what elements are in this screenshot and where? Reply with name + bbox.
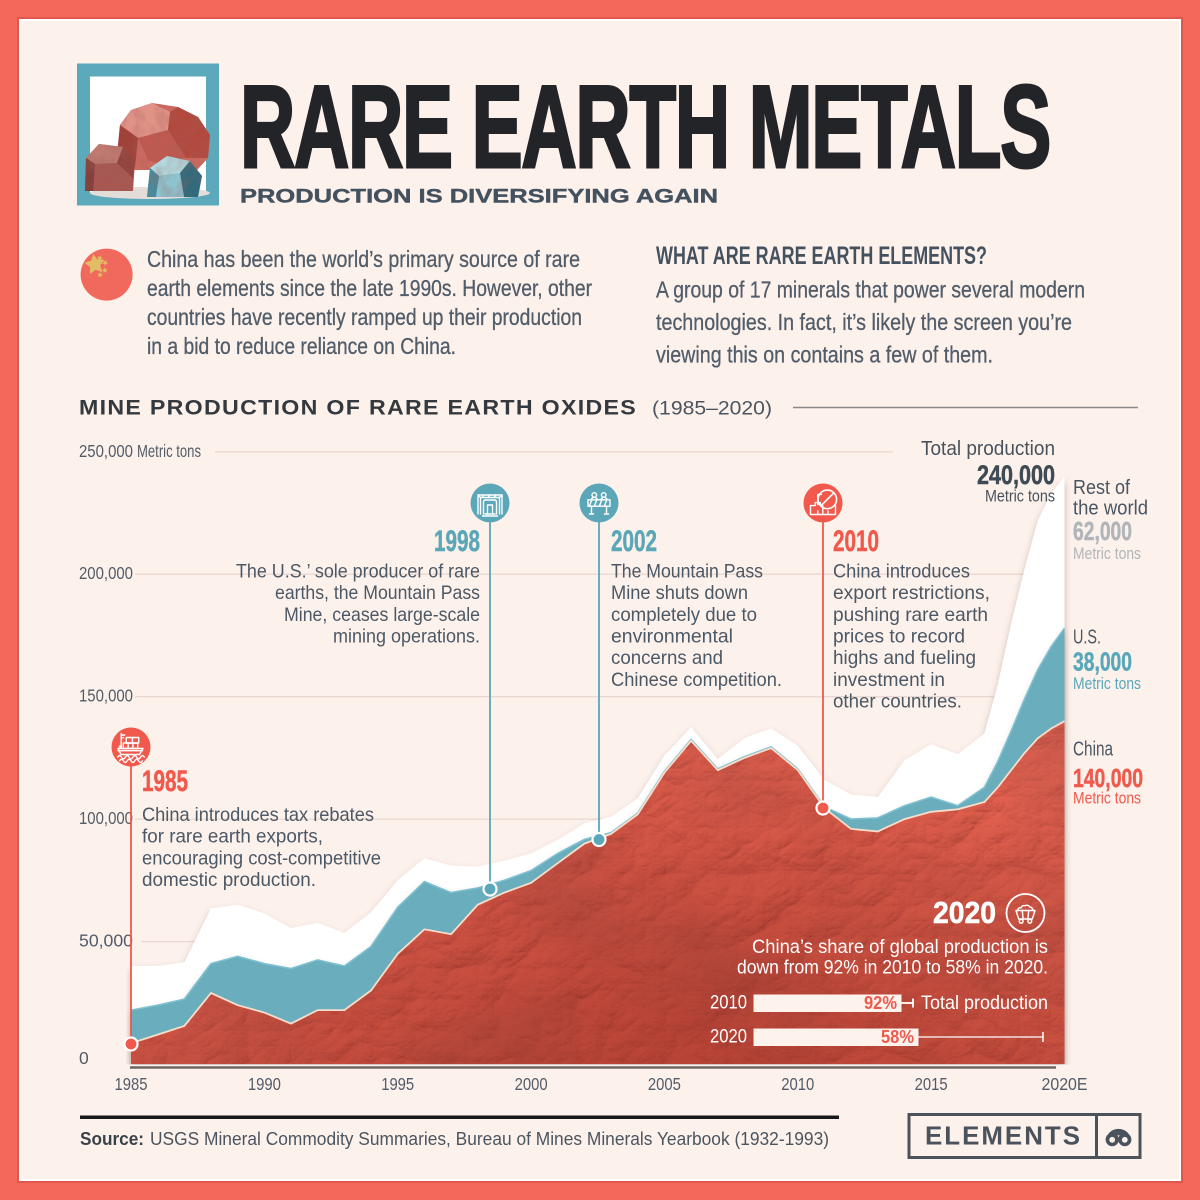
svg-text:down from 92% in 2010 to 58% i: down from 92% in 2010 to 58% in 2020. [737, 957, 1048, 979]
svg-text:Source:: Source: [80, 1129, 144, 1149]
svg-text:2020: 2020 [933, 895, 996, 930]
svg-text:Metric tons: Metric tons [1073, 675, 1141, 693]
svg-text:in a bid to reduce reliance on: in a bid to reduce reliance on China. [147, 333, 456, 359]
svg-text:2010: 2010 [781, 1074, 814, 1094]
svg-text:38,000: 38,000 [1073, 647, 1132, 677]
svg-text:viewing this on contains a few: viewing this on contains a few of them. [656, 342, 993, 368]
svg-text:earths, the Mountain Pass: earths, the Mountain Pass [275, 583, 480, 604]
svg-text:domestic production.: domestic production. [142, 870, 316, 891]
svg-text:1995: 1995 [381, 1074, 414, 1094]
svg-text:highs and fueling: highs and fueling [833, 648, 976, 669]
svg-text:The U.S.’ sole producer of rar: The U.S.’ sole producer of rare [236, 561, 480, 582]
svg-text:MINE PRODUCTION OF RARE EARTH: MINE PRODUCTION OF RARE EARTH OXIDES [79, 396, 637, 420]
svg-text:for rare earth exports,: for rare earth exports, [142, 827, 323, 848]
svg-text:150,000: 150,000 [79, 686, 133, 706]
svg-text:China introduces tax rebates: China introduces tax rebates [142, 805, 374, 826]
svg-text:Metric tons: Metric tons [1073, 545, 1141, 563]
svg-text:concerns and: concerns and [611, 648, 723, 669]
svg-text:other countries.: other countries. [833, 692, 962, 713]
svg-text:62,000: 62,000 [1073, 516, 1132, 546]
svg-text:140,000: 140,000 [1073, 763, 1143, 793]
svg-text:earth elements since the late: earth elements since the late 1990s. How… [147, 275, 592, 301]
svg-text:Rest of: Rest of [1073, 477, 1130, 499]
svg-text:prices to record: prices to record [833, 627, 965, 648]
svg-text:50,000: 50,000 [79, 931, 133, 951]
svg-text:2005: 2005 [648, 1074, 681, 1094]
svg-text:Metric tons: Metric tons [985, 487, 1055, 506]
svg-text:100,000: 100,000 [79, 808, 133, 828]
svg-text:China has been the world’s pri: China has been the world’s primary sourc… [147, 246, 580, 272]
svg-text:Total production: Total production [921, 992, 1048, 1014]
svg-text:China’s share of global produc: China’s share of global production is [752, 936, 1048, 958]
svg-text:A group of 17 minerals that po: A group of 17 minerals that power severa… [656, 277, 1085, 303]
svg-text:the world: the world [1073, 498, 1148, 520]
svg-text:200,000: 200,000 [79, 563, 133, 583]
svg-text:China: China [1073, 739, 1114, 761]
svg-text:2020E: 2020E [1042, 1074, 1088, 1094]
svg-text:Total production: Total production [921, 438, 1055, 460]
svg-text:China introduces: China introduces [833, 561, 970, 582]
svg-text:2010: 2010 [833, 525, 879, 558]
svg-text:1985: 1985 [142, 765, 188, 798]
svg-text:Mine, ceases large-scale: Mine, ceases large-scale [284, 605, 480, 626]
svg-text:Metric tons: Metric tons [1073, 790, 1141, 808]
svg-text:ELEMENTS: ELEMENTS [925, 1121, 1082, 1151]
svg-text:USGS Mineral Commodity Summari: USGS Mineral Commodity Summaries, Bureau… [150, 1129, 829, 1149]
svg-text:environmental: environmental [611, 627, 733, 648]
svg-text:2002: 2002 [611, 525, 657, 558]
svg-text:240,000: 240,000 [977, 460, 1055, 490]
svg-text:1990: 1990 [248, 1074, 281, 1094]
svg-text:1985: 1985 [115, 1074, 148, 1094]
svg-text:completely due to: completely due to [611, 605, 757, 626]
svg-text:The Mountain Pass: The Mountain Pass [611, 561, 763, 582]
svg-text:2010: 2010 [710, 992, 747, 1014]
svg-text:Chinese competition.: Chinese competition. [611, 670, 782, 691]
svg-text:(1985–2020): (1985–2020) [652, 398, 772, 420]
svg-text:0: 0 [79, 1048, 89, 1068]
svg-text:WHAT ARE RARE EARTH ELEMENTS?: WHAT ARE RARE EARTH ELEMENTS? [656, 242, 987, 270]
svg-text:92%: 92% [864, 992, 897, 1013]
svg-text:Metric tons: Metric tons [137, 441, 201, 461]
svg-text:1998: 1998 [434, 525, 480, 558]
svg-text:mining operations.: mining operations. [333, 627, 480, 648]
svg-text:export restrictions,: export restrictions, [833, 583, 990, 604]
svg-text:2015: 2015 [915, 1074, 948, 1094]
svg-text:250,000: 250,000 [79, 441, 133, 461]
svg-text:58%: 58% [881, 1026, 914, 1047]
svg-text:technologies. In fact, it’s li: technologies. In fact, it’s likely the s… [656, 309, 1072, 335]
svg-text:RARE EARTH METALS: RARE EARTH METALS [240, 61, 1050, 192]
svg-text:countries have recently ramped: countries have recently ramped up their … [147, 304, 582, 330]
svg-text:pushing rare earth: pushing rare earth [833, 605, 988, 626]
svg-text:PRODUCTION IS DIVERSIFYING AGA: PRODUCTION IS DIVERSIFYING AGAIN [240, 187, 718, 208]
svg-text:investment in: investment in [833, 670, 945, 691]
svg-text:Mine shuts down: Mine shuts down [611, 583, 748, 604]
svg-text:2000: 2000 [515, 1074, 548, 1094]
svg-text:U.S.: U.S. [1073, 627, 1101, 649]
svg-text:2020: 2020 [710, 1026, 747, 1048]
svg-text:encouraging cost-competitive: encouraging cost-competitive [142, 848, 381, 869]
